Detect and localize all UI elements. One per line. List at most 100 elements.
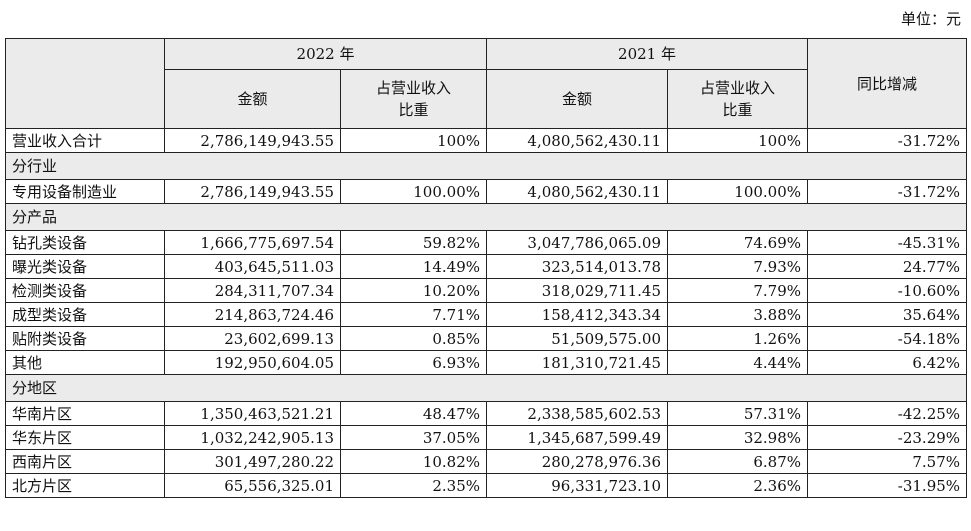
cell-ratio-2022: 100.00% bbox=[339, 179, 488, 204]
cell-ratio-2022: 37.05% bbox=[339, 425, 488, 450]
cell-amount-2021: 280,278,976.36 bbox=[486, 449, 669, 474]
cell-amount-2021: 1,345,687,599.49 bbox=[486, 425, 669, 450]
cell-amount-2021: 3,047,786,065.09 bbox=[486, 230, 669, 255]
total-amount-2022: 2,786,149,943.55 bbox=[164, 128, 341, 153]
cell-ratio-2021: 4.44% bbox=[667, 350, 809, 375]
cell-yoy: 6.42% bbox=[807, 350, 968, 375]
table-row: 专用设备制造业 2,786,149,943.55 100.00% 4,080,562,… bbox=[5, 179, 968, 204]
cell-ratio-2022: 10.20% bbox=[339, 278, 488, 303]
cell-ratio-2021: 7.79% bbox=[667, 278, 809, 303]
cell-amount-2022: 1,666,775,697.54 bbox=[164, 230, 341, 255]
cell-amount-2021: 318,029,711.45 bbox=[486, 278, 669, 303]
row-label: 检测类设备 bbox=[5, 278, 165, 303]
row-label: 华东片区 bbox=[5, 425, 165, 450]
section-row: 分地区 bbox=[4, 374, 968, 402]
section-title: 分地区 bbox=[4, 374, 968, 402]
cell-ratio-2021: 6.87% bbox=[667, 449, 809, 474]
cell-amount-2022: 2,786,149,943.55 bbox=[164, 179, 341, 204]
cell-amount-2022: 192,950,604.05 bbox=[164, 350, 341, 375]
row-label: 钻孔类设备 bbox=[5, 230, 165, 255]
cell-amount-2022: 284,311,707.34 bbox=[164, 278, 341, 303]
section-row: 分行业 bbox=[4, 152, 968, 180]
cell-amount-2021: 181,310,721.45 bbox=[486, 350, 669, 375]
row-label: 华南片区 bbox=[5, 401, 165, 426]
unit-label: 单位：元 bbox=[900, 10, 961, 28]
row-label: 成型类设备 bbox=[5, 302, 165, 327]
section-title: 分行业 bbox=[4, 152, 968, 180]
cell-amount-2022: 301,497,280.22 bbox=[164, 449, 341, 474]
section-title: 分产品 bbox=[4, 203, 968, 231]
row-label: 曝光类设备 bbox=[5, 254, 165, 279]
cell-yoy: -31.95% bbox=[807, 473, 968, 498]
cell-ratio-2022: 6.93% bbox=[339, 350, 488, 375]
cell-ratio-2022: 14.49% bbox=[339, 254, 488, 279]
row-label: 北方片区 bbox=[5, 473, 165, 498]
cell-amount-2022: 1,032,242,905.13 bbox=[164, 425, 341, 450]
header-amount-2022: 金额 bbox=[164, 69, 341, 129]
cell-yoy: -45.31% bbox=[807, 230, 968, 255]
revenue-table: 2022 年 2021 年 同比增减 金额 占营业收入比重 金额 占营业收入比重… bbox=[4, 38, 968, 498]
header-year-2021: 2021 年 bbox=[486, 38, 809, 70]
cell-ratio-2021: 57.31% bbox=[667, 401, 809, 426]
header-amount-2021: 金额 bbox=[486, 69, 669, 129]
cell-yoy: -42.25% bbox=[807, 401, 968, 426]
table-row: 曝光类设备 403,645,511.03 14.49% 323,514,013.78 7… bbox=[5, 254, 968, 279]
cell-amount-2021: 323,514,013.78 bbox=[486, 254, 669, 279]
cell-amount-2021: 4,080,562,430.11 bbox=[486, 179, 669, 204]
cell-ratio-2022: 7.71% bbox=[339, 302, 488, 327]
total-label: 营业收入合计 bbox=[5, 128, 165, 153]
table-row: 北方片区 65,556,325.01 2.35% 96,331,723.10 2.36%… bbox=[5, 473, 968, 498]
header-row-columns: 金额 占营业收入比重 金额 占营业收入比重 bbox=[6, 69, 967, 129]
cell-yoy: 35.64% bbox=[807, 302, 968, 327]
table-row: 钻孔类设备 1,666,775,697.54 59.82% 3,047,786,065… bbox=[5, 230, 968, 255]
cell-ratio-2022: 2.35% bbox=[339, 473, 488, 498]
section-row: 分产品 bbox=[4, 203, 968, 231]
cell-ratio-2022: 0.85% bbox=[339, 326, 488, 351]
total-ratio-2021: 100% bbox=[667, 128, 809, 153]
cell-yoy: -31.72% bbox=[807, 179, 968, 204]
header-corner bbox=[5, 38, 165, 129]
total-row: 营业收入合计 2,786,149,943.55 100% 4,080,562,4… bbox=[5, 128, 968, 153]
cell-yoy: -23.29% bbox=[807, 425, 968, 450]
cell-ratio-2022: 59.82% bbox=[339, 230, 488, 255]
row-label: 专用设备制造业 bbox=[5, 179, 165, 204]
header-yoy: 同比增减 bbox=[807, 38, 968, 129]
total-ratio-2022: 100% bbox=[339, 128, 488, 153]
cell-amount-2021: 158,412,343.34 bbox=[486, 302, 669, 327]
cell-amount-2022: 23,602,699.13 bbox=[164, 326, 341, 351]
cell-ratio-2022: 48.47% bbox=[339, 401, 488, 426]
cell-yoy: 7.57% bbox=[807, 449, 968, 474]
cell-ratio-2021: 74.69% bbox=[667, 230, 809, 255]
table-row: 西南片区 301,497,280.22 10.82% 280,278,976.36 6.… bbox=[5, 449, 968, 474]
cell-ratio-2021: 2.36% bbox=[667, 473, 809, 498]
table-row: 贴附类设备 23,602,699.13 0.85% 51,509,575.00 1.26… bbox=[5, 326, 968, 351]
header-ratio-2022: 占营业收入比重 bbox=[339, 69, 488, 129]
header-year-2022: 2022 年 bbox=[163, 38, 488, 70]
cell-ratio-2021: 1.26% bbox=[667, 326, 809, 351]
table-row: 其他 192,950,604.05 6.93% 181,310,721.45 4.44%… bbox=[5, 350, 968, 375]
cell-ratio-2021: 32.98% bbox=[667, 425, 809, 450]
header-ratio-2021: 占营业收入比重 bbox=[667, 69, 809, 129]
table-row: 华东片区 1,032,242,905.13 37.05% 1,345,687,599.… bbox=[5, 425, 968, 450]
total-yoy: -31.72% bbox=[807, 128, 968, 153]
cell-amount-2022: 214,863,724.46 bbox=[164, 302, 341, 327]
header-row-years: 2022 年 2021 年 同比增减 bbox=[5, 38, 968, 129]
row-label: 贴附类设备 bbox=[5, 326, 165, 351]
cell-amount-2021: 96,331,723.10 bbox=[486, 473, 669, 498]
cell-yoy: 24.77% bbox=[807, 254, 968, 279]
cell-amount-2022: 65,556,325.01 bbox=[164, 473, 341, 498]
total-amount-2021: 4,080,562,430.11 bbox=[486, 128, 669, 153]
cell-amount-2022: 403,645,511.03 bbox=[164, 254, 341, 279]
cell-ratio-2021: 7.93% bbox=[667, 254, 809, 279]
cell-amount-2021: 51,509,575.00 bbox=[486, 326, 669, 351]
cell-ratio-2021: 100.00% bbox=[667, 179, 809, 204]
cell-amount-2022: 1,350,463,521.21 bbox=[164, 401, 341, 426]
cell-yoy: -10.60% bbox=[807, 278, 968, 303]
row-label: 其他 bbox=[5, 350, 165, 375]
row-label: 西南片区 bbox=[5, 449, 165, 474]
table-row: 成型类设备 214,863,724.46 7.71% 158,412,343.34 3.… bbox=[5, 302, 968, 327]
table-row: 华南片区 1,350,463,521.21 48.47% 2,338,585,602.… bbox=[5, 401, 968, 426]
cell-ratio-2022: 10.82% bbox=[339, 449, 488, 474]
cell-ratio-2021: 3.88% bbox=[667, 302, 809, 327]
table-row: 检测类设备 284,311,707.34 10.20% 318,029,711.45 7… bbox=[5, 278, 968, 303]
